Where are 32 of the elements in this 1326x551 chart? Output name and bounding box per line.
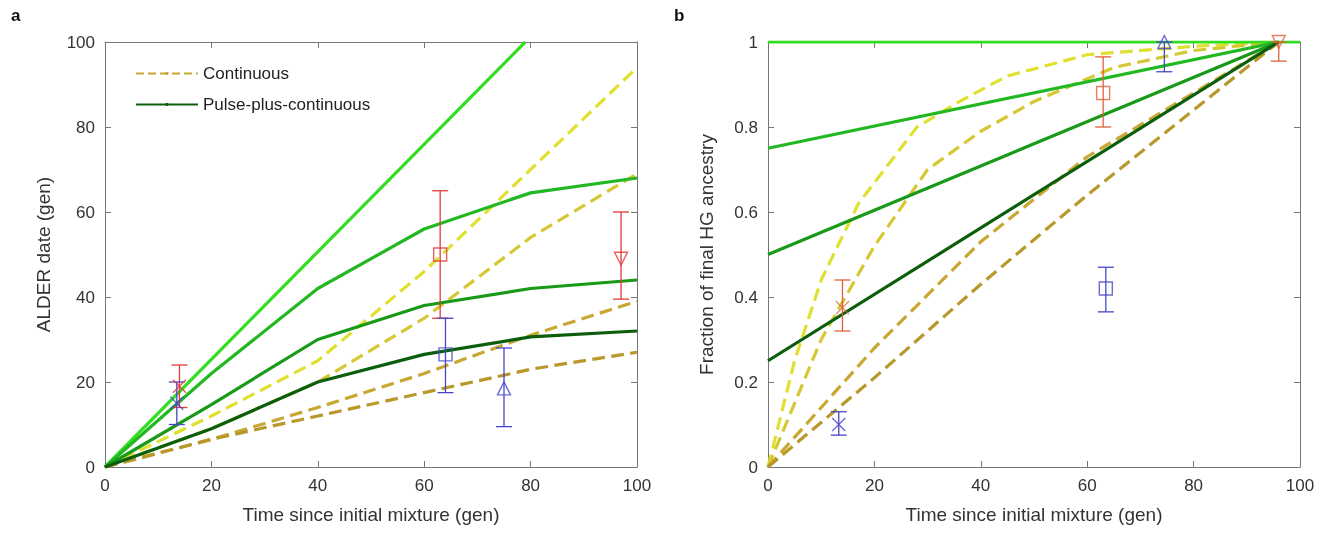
chart-title: a [11, 6, 21, 25]
legend-label: Continuous [203, 64, 290, 83]
x-tick-label: 20 [864, 476, 884, 495]
x-tick-label: 100 [622, 476, 652, 495]
x-tick-label: 20 [201, 476, 221, 495]
y-tick-label: 0.6 [734, 202, 758, 222]
y-tick-label: 40 [76, 287, 95, 307]
x-tick-label: 40 [308, 476, 328, 495]
chart-title: b [674, 6, 685, 25]
y-axis-title: ALDER date (gen) [33, 176, 54, 333]
x-tick-label: 0 [100, 476, 110, 495]
y-tick-label: 0.2 [734, 372, 758, 392]
y-tick-label: 80 [76, 117, 95, 137]
legend-label: Pulse-plus-continuous [203, 95, 371, 114]
x-tick-label: 60 [414, 476, 434, 495]
y-tick-label: 60 [76, 202, 95, 222]
y-tick-label: 0 [85, 457, 95, 477]
y-tick-label: 0 [748, 457, 758, 477]
x-tick-label: 100 [1285, 476, 1315, 495]
y-axis-title: Fraction of final HG ancestry [696, 133, 717, 375]
x-tick-label: 0 [763, 476, 773, 495]
y-tick-label: 100 [66, 32, 95, 52]
x-tick-label: 40 [971, 476, 991, 495]
x-axis-title: Time since initial mixture (gen) [905, 504, 1163, 525]
y-tick-label: 0.4 [734, 287, 758, 307]
x-tick-label: 80 [1184, 476, 1204, 495]
y-tick-label: 0.8 [734, 117, 758, 137]
x-tick-label: 80 [521, 476, 541, 495]
x-tick-label: 60 [1077, 476, 1097, 495]
x-axis-title: Time since initial mixture (gen) [242, 504, 500, 525]
y-tick-label: 1 [748, 32, 758, 52]
y-tick-label: 20 [76, 372, 95, 392]
